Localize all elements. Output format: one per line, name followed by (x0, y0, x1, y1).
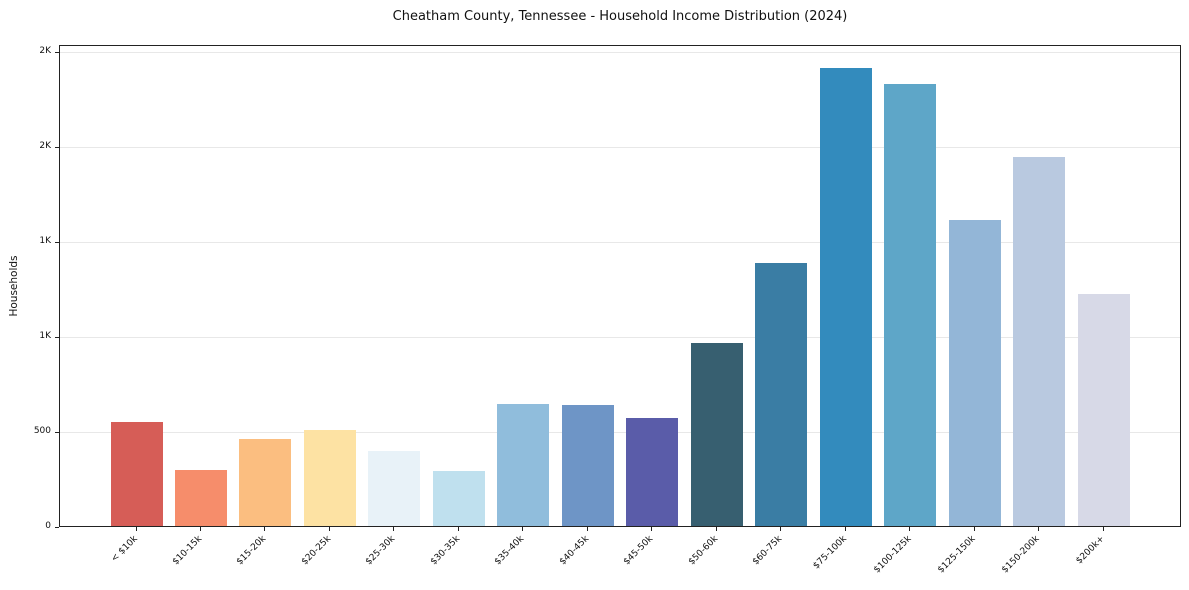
x-tick-label: $125-150k (936, 534, 978, 576)
x-tick-mark (844, 527, 846, 531)
x-tick-mark (715, 527, 717, 531)
x-tick-label: $100-125k (871, 534, 914, 576)
bar-35-40k (497, 403, 550, 526)
x-tick-mark (457, 527, 459, 531)
gridline (60, 147, 1180, 149)
bar-50-60k (690, 342, 743, 526)
y-tick-label: 1K (39, 236, 51, 247)
y-tick-mark (55, 241, 59, 243)
x-tick-mark (586, 527, 588, 531)
x-tick-label: $15-20k (235, 534, 269, 568)
x-tick-mark (328, 527, 330, 531)
x-tick-mark (780, 527, 782, 531)
y-tick-mark (55, 146, 59, 148)
x-tick-label: $25-30k (364, 534, 398, 568)
x-tick-label: $75-100k (811, 534, 849, 572)
x-tick-mark (200, 527, 201, 531)
bar-15-20k (239, 438, 292, 526)
plot-area (59, 45, 1181, 527)
gridline (60, 432, 1180, 433)
x-tick-mark (264, 527, 266, 531)
y-tick-mark (55, 431, 59, 433)
y-tick-label: 1K (39, 331, 51, 342)
bar-150-200k (1013, 156, 1065, 526)
x-tick-mark (909, 527, 911, 531)
x-tick-mark (1038, 527, 1039, 531)
y-tick-label: 2K (39, 46, 51, 57)
y-tick-label: 0 (45, 521, 51, 531)
y-axis-label: Households (8, 255, 20, 317)
x-tick-label: $50-60k (686, 534, 720, 568)
x-tick-label: $200k+ (1074, 534, 1107, 567)
bar-10k (110, 421, 163, 526)
y-tick-label: 2K (39, 141, 51, 152)
bar-45-50k (626, 417, 679, 526)
x-tick-mark (651, 527, 653, 531)
x-tick-label: $10-15k (170, 534, 205, 568)
bar-75-100k (819, 67, 872, 526)
bar-20-25k (303, 430, 356, 526)
x-tick-mark (393, 527, 395, 531)
y-tick-mark (55, 526, 59, 528)
bar-25-30k (368, 451, 421, 526)
x-tick-label: $45-50k (621, 534, 656, 568)
chart-title: Cheatham County, Tennessee - Household I… (392, 9, 848, 24)
bar-60-75k (755, 263, 808, 526)
bar-100-125k (884, 83, 937, 526)
y-tick-mark (55, 51, 59, 53)
bar-200k (1077, 294, 1130, 526)
bar-40-45k (561, 404, 614, 526)
x-tick-mark (1102, 527, 1104, 531)
gridline (60, 337, 1180, 339)
x-tick-label: $150-200k (1000, 534, 1043, 576)
gridline (60, 242, 1180, 244)
x-tick-label: $40-45k (557, 534, 591, 568)
x-tick-mark (522, 527, 524, 531)
x-tick-label: $60-75k (750, 534, 785, 568)
x-tick-mark (973, 527, 975, 531)
gridline (60, 52, 1180, 54)
y-tick-mark (55, 336, 59, 338)
bar-10-15k (175, 470, 227, 526)
x-tick-label: $30-35k (428, 534, 462, 568)
x-tick-label: < $10k (109, 534, 140, 565)
bar-30-35k (432, 470, 485, 526)
x-tick-label: $35-40k (493, 534, 527, 568)
y-tick-label: 500 (33, 426, 51, 436)
x-tick-mark (135, 527, 137, 531)
x-tick-label: $20-25k (299, 534, 333, 568)
bar-125-150k (948, 220, 1001, 526)
